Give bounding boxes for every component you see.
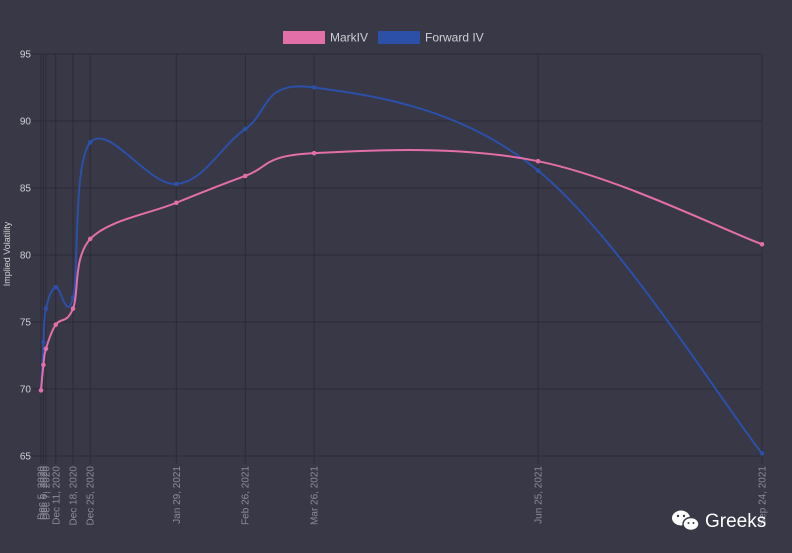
watermark-text: Greeks: [705, 511, 766, 532]
x-tick-label: Mar 26, 2021: [310, 466, 321, 525]
data-point-forward-iv[interactable]: [242, 126, 248, 132]
series-layer: [38, 85, 765, 456]
legend-label-markiv[interactable]: MarkIV: [330, 31, 368, 45]
y-tick-label: 95: [20, 50, 32, 61]
x-tick-label: Jan 29, 2021: [172, 466, 183, 524]
data-point-markiv[interactable]: [759, 241, 765, 247]
data-point-markiv[interactable]: [70, 306, 76, 311]
legend-swatch-markiv[interactable]: [283, 31, 325, 44]
y-axis-title: Implied Volatility: [2, 221, 12, 286]
data-point-markiv[interactable]: [174, 200, 179, 206]
y-tick-label: 90: [20, 117, 32, 128]
y-tick-label: 75: [20, 318, 32, 329]
legend-label-forward-iv[interactable]: Forward IV: [425, 31, 484, 45]
series-line-markiv: [40, 149, 763, 391]
data-point-forward-iv[interactable]: [311, 85, 317, 90]
data-point-forward-iv[interactable]: [87, 140, 93, 145]
y-axis: 65 70 75 80 85 90 95: [20, 50, 32, 463]
data-point-markiv[interactable]: [41, 362, 46, 368]
legend: MarkIV Forward IV: [283, 31, 484, 45]
x-tick-label: Dec 7, 2020: [41, 466, 52, 520]
data-point-markiv[interactable]: [242, 173, 248, 179]
x-tick-label: Dec 5, 2020: [37, 466, 48, 520]
data-point-forward-iv[interactable]: [174, 181, 179, 187]
x-tick-label: Feb 26, 2021: [241, 466, 252, 525]
x-tick-label: Dec 18, 2020: [68, 466, 79, 526]
x-tick-label: Jun 25, 2021: [534, 466, 545, 524]
grid: [30, 53, 763, 464]
data-point-markiv[interactable]: [87, 236, 93, 242]
data-point-markiv[interactable]: [53, 322, 59, 327]
data-point-markiv[interactable]: [311, 150, 317, 156]
x-tick-label: Dec 11, 2020: [51, 466, 62, 525]
y-tick-label: 80: [20, 251, 32, 262]
data-point-markiv[interactable]: [38, 388, 44, 393]
data-point-forward-iv[interactable]: [43, 306, 49, 311]
data-point-markiv[interactable]: [535, 158, 541, 164]
y-tick-label: 65: [20, 452, 32, 463]
data-point-forward-iv[interactable]: [41, 339, 46, 345]
x-tick-label: Dec 6, 2020: [39, 466, 50, 520]
legend-swatch-forward-iv[interactable]: [378, 31, 420, 44]
data-point-forward-iv[interactable]: [53, 284, 59, 290]
wechat-icon: [672, 510, 700, 532]
data-point-forward-iv[interactable]: [535, 168, 541, 173]
y-tick-label: 70: [20, 385, 32, 396]
watermark: Greeks: [672, 510, 766, 532]
y-tick-label: 85: [20, 184, 32, 195]
data-point-forward-iv[interactable]: [759, 451, 765, 456]
x-tick-label: Sep 24, 2021: [758, 466, 769, 526]
x-tick-label: Dec 25, 2020: [86, 466, 97, 526]
series-line-forward-iv: [40, 85, 763, 454]
data-point-markiv[interactable]: [43, 346, 49, 352]
